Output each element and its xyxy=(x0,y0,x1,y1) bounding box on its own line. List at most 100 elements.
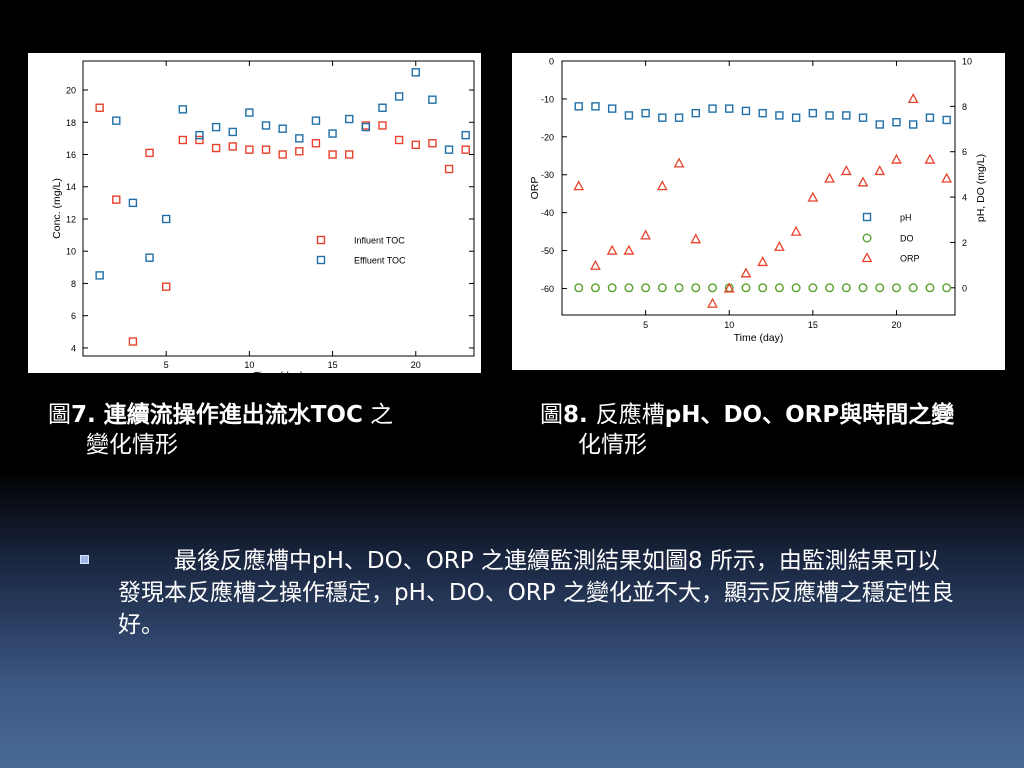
data-point-orp xyxy=(623,244,635,255)
data-point-effluent-toc xyxy=(361,122,371,132)
data-point-influent-toc xyxy=(245,145,254,154)
data-point-effluent-toc xyxy=(211,122,221,132)
y-tick-label: 4 xyxy=(71,343,76,353)
data-point-influent-toc xyxy=(112,195,121,204)
data-point-ph xyxy=(908,120,918,129)
data-point-do xyxy=(607,283,617,293)
data-point-influent-toc xyxy=(378,121,387,130)
caption-8-text: 反應槽 xyxy=(595,402,665,428)
data-point-do xyxy=(891,283,901,293)
y-tick-label: 8 xyxy=(71,279,76,289)
data-point-orp xyxy=(573,180,585,191)
data-point-ph xyxy=(875,120,884,129)
data-point-do xyxy=(925,283,935,293)
data-point-orp xyxy=(606,244,618,255)
legend-label: pH xyxy=(900,213,912,223)
data-point-effluent-toc xyxy=(95,271,104,280)
data-point-effluent-toc xyxy=(378,103,387,112)
data-point-ph xyxy=(942,115,951,125)
data-point-effluent-toc xyxy=(128,198,138,208)
data-point-do xyxy=(875,283,885,293)
y2-tick-label: 2 xyxy=(962,238,967,248)
data-point-influent-toc xyxy=(311,139,321,148)
data-point-influent-toc xyxy=(345,150,354,159)
data-point-ph xyxy=(691,108,700,118)
data-point-orp xyxy=(790,225,802,236)
data-point-ph xyxy=(858,113,868,122)
figure-7-panel: 4 6 8 10 12 14 16 18 20 5 10 15 20 Time (day) Conc. (m… xyxy=(28,53,481,373)
legend-marker xyxy=(316,235,326,245)
data-point-effluent-toc xyxy=(228,127,237,137)
data-point-ph xyxy=(791,113,801,122)
data-point-orp xyxy=(673,157,685,168)
x-tick-label: 5 xyxy=(643,320,648,330)
data-point-influent-toc xyxy=(161,282,171,291)
data-point-influent-toc xyxy=(128,337,138,346)
body-bullet: 最後反應槽中pH、DO、ORP 之連續監測結果如圖8 所示，由監測結果可以發現本… xyxy=(80,545,960,641)
data-point-orp xyxy=(656,180,668,191)
data-point-do xyxy=(841,283,851,293)
data-point-orp xyxy=(924,153,936,164)
y-tick-label: -30 xyxy=(541,170,554,180)
x-axis-label: Time (day) xyxy=(734,332,784,344)
data-point-ph xyxy=(825,111,834,120)
data-point-influent-toc xyxy=(211,143,221,153)
data-point-influent-toc xyxy=(178,135,188,145)
caption-8-bold: 8. xyxy=(563,402,596,428)
data-point-orp xyxy=(707,297,718,308)
y-tick-label: -50 xyxy=(541,246,554,256)
caption-8-line2: 化情形 xyxy=(578,432,647,458)
data-point-orp xyxy=(891,153,902,164)
data-point-ph xyxy=(775,111,784,120)
data-point-influent-toc xyxy=(228,142,237,151)
y-tick-label: 6 xyxy=(71,311,76,321)
legend-marker xyxy=(316,255,326,265)
caption-7-line2: 變化情形 xyxy=(86,432,178,458)
legend-label: ORP xyxy=(900,254,920,264)
data-point-ph xyxy=(741,106,751,116)
y2-axis-label: pH, DO (mg/L) xyxy=(975,154,987,222)
caption-7-prefix: 圖 xyxy=(48,402,71,428)
bullet-square-icon xyxy=(80,555,89,564)
data-point-do xyxy=(691,283,701,293)
plot-frame xyxy=(82,60,475,357)
data-point-do xyxy=(657,283,667,293)
data-point-orp xyxy=(640,229,652,240)
data-point-effluent-toc xyxy=(411,68,420,77)
data-point-ph xyxy=(925,113,935,122)
plot-frame xyxy=(561,60,956,316)
data-point-influent-toc xyxy=(195,135,204,145)
data-point-orp xyxy=(874,165,886,176)
y-tick-label: 20 xyxy=(66,86,76,96)
data-point-effluent-toc xyxy=(161,214,171,224)
y-tick-label: 10 xyxy=(66,247,76,257)
data-point-influent-toc xyxy=(411,140,420,150)
x-axis-label: Time (day) xyxy=(254,370,304,373)
data-point-influent-toc xyxy=(278,150,287,159)
data-point-effluent-toc xyxy=(311,116,321,125)
data-point-ph xyxy=(607,104,617,113)
data-point-ph xyxy=(591,102,600,111)
caption-8-prefix: 圖 xyxy=(540,402,563,428)
data-point-effluent-toc xyxy=(444,145,454,154)
y-tick-label: 18 xyxy=(66,118,76,128)
data-point-do xyxy=(741,283,751,293)
data-point-do xyxy=(808,283,818,293)
x-tick-label: 10 xyxy=(724,320,734,330)
x-tick-label: 5 xyxy=(164,360,169,370)
data-point-effluent-toc xyxy=(178,105,188,114)
y-tick-label: -10 xyxy=(541,94,554,104)
data-point-influent-toc xyxy=(145,148,154,158)
legend-label: Effluent TOC xyxy=(354,256,406,266)
legend-marker xyxy=(862,233,872,243)
data-point-do xyxy=(641,283,651,293)
data-point-influent-toc xyxy=(295,147,304,156)
x-tick-label: 10 xyxy=(244,360,254,370)
x-tick-label: 15 xyxy=(328,360,338,370)
data-point-effluent-toc xyxy=(261,121,271,130)
toc-scatter-chart: 4 6 8 10 12 14 16 18 20 5 10 15 20 Time (day) Conc. (m… xyxy=(51,60,475,373)
data-point-effluent-toc xyxy=(394,92,404,101)
data-point-orp xyxy=(907,93,919,104)
data-point-effluent-toc xyxy=(428,95,437,104)
data-point-effluent-toc xyxy=(278,124,287,133)
